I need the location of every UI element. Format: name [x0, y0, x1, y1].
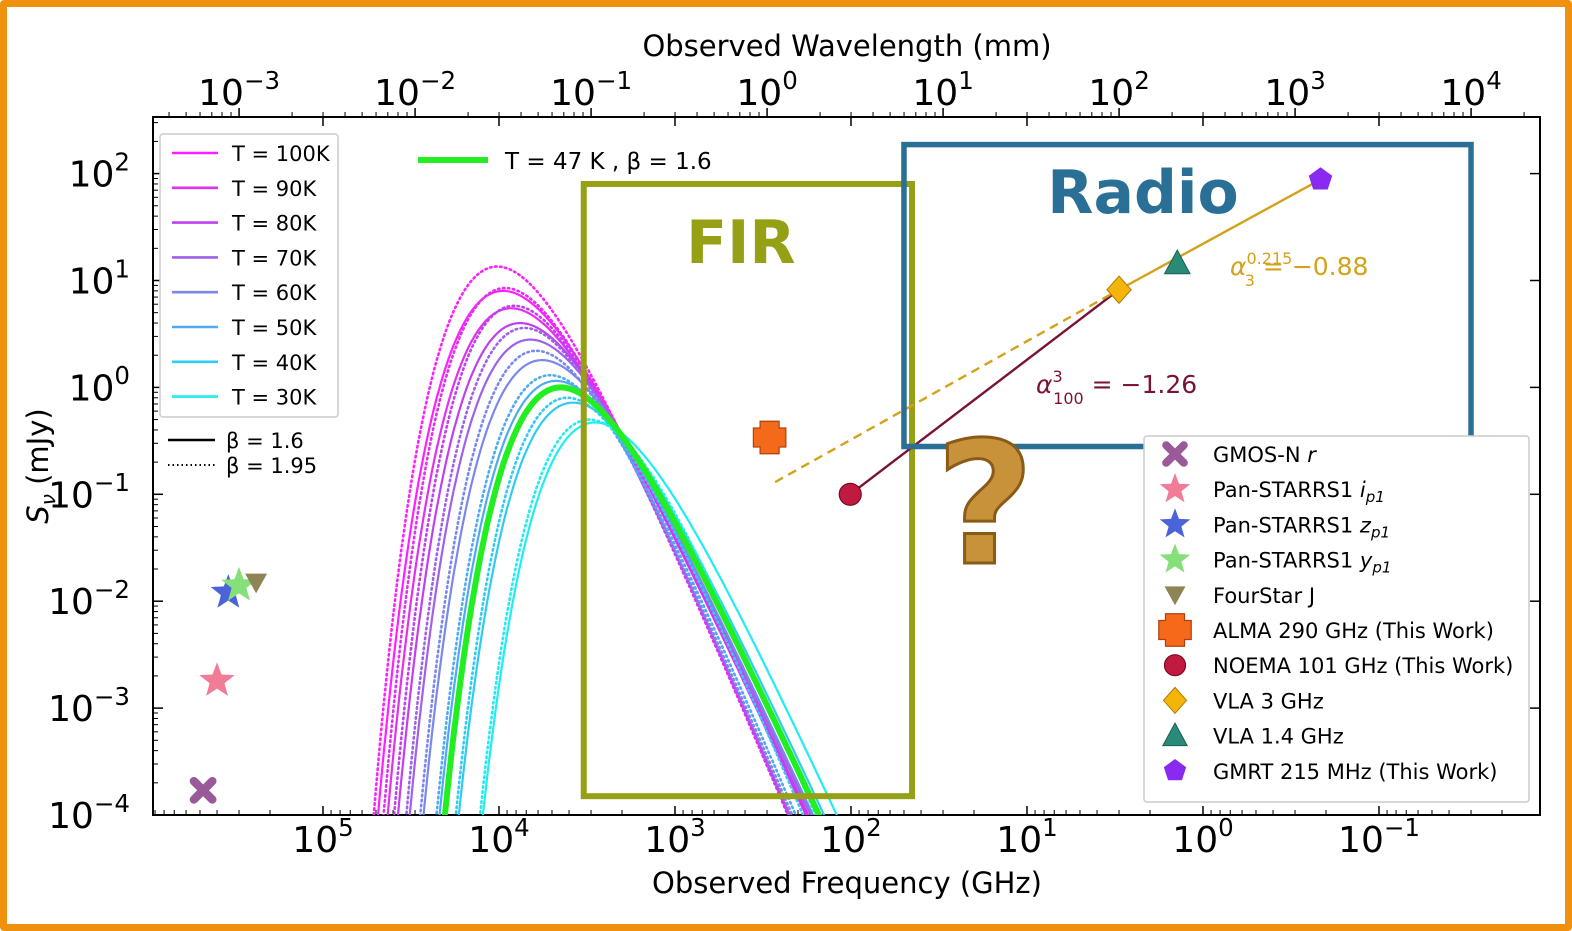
legend-entry-9: GMRT 215 MHz (This Work): [1213, 760, 1497, 784]
powerlaw-line-0: [849, 288, 1120, 496]
y-tick-label: 10−2: [48, 575, 130, 623]
curve-dotted-80k: [392, 304, 791, 815]
curve-dotted-90k: [382, 286, 790, 815]
legend-marker-1: [1159, 473, 1191, 503]
point-noema-101-ghz-this-work--6: [838, 482, 862, 506]
powerlaw-line-1: [1118, 178, 1322, 291]
point-gmos-n-0: [189, 776, 217, 804]
curve-solid-30k: [481, 421, 838, 815]
point-vla-1-4-ghz-8: [1163, 248, 1191, 275]
point-gmrt-215-mhz-this-work--9: [1308, 167, 1333, 190]
point-vla-3-ghz-7: [1106, 275, 1132, 305]
photometry-legend-box: [1143, 435, 1530, 803]
legend-label-50k: T = 50K: [231, 316, 317, 340]
y-tick-label: 10−1: [48, 468, 130, 516]
model-curves: [372, 265, 838, 815]
photometry-points: [189, 167, 1333, 804]
top-tick-label: 10−1: [550, 66, 632, 114]
alpha-label-vla-gmrt: α0.215 3 = −0.88: [1230, 249, 1368, 290]
legend-label-60k: T = 60K: [231, 281, 317, 305]
temperature-legend: T = 100K T = 90K T = 80K T = 70K T = 60K T = …: [159, 133, 339, 478]
legend-label-70k: T = 70K: [231, 246, 317, 270]
photometry-legend: GMOS-N r Pan-STARRS1 ip1 Pan-STARRS1 zp1 Pa…: [1143, 435, 1530, 803]
radio-label: Radio: [1047, 158, 1238, 228]
top-tick-label: 104: [1440, 66, 1501, 114]
legend-marker-9: [1163, 759, 1187, 781]
curve-solid-90k: [386, 307, 808, 815]
point-pan-starrs1-ip1-1: [199, 662, 235, 696]
legend-entry-1: Pan-STARRS1 ip1: [1213, 478, 1385, 506]
top-tick-label: 10−2: [374, 66, 456, 114]
x-tick-label: 105: [292, 813, 353, 861]
fir-box: [580, 180, 916, 800]
legend-marker-3: [1159, 543, 1191, 573]
x-tick-label: 102: [820, 813, 881, 861]
y-tick-label: 10−4: [48, 789, 130, 837]
curve-dotted-50k: [435, 373, 798, 815]
x-tick-label: 103: [644, 813, 705, 861]
top-axis-title: Observed Wavelength (mm): [642, 29, 1051, 63]
top-tick-label: 103: [1264, 66, 1325, 114]
legend-label-30k: T = 30K: [231, 386, 317, 410]
alpha-label-noema-vla: α3 100 = −1.26: [1036, 367, 1197, 408]
legend-marker-0: [1162, 441, 1188, 467]
legend-entry-4: FourStar J: [1213, 584, 1315, 608]
x-axis-title: Observed Frequency (GHz): [652, 866, 1042, 900]
curve-dotted-40k: [454, 396, 805, 815]
x-tick-label: 101: [996, 813, 1057, 861]
y-tick-label: 102: [69, 147, 130, 195]
legend-entry-3: Pan-STARRS1 yp1: [1213, 549, 1391, 577]
legend-marker-7: [1162, 686, 1188, 715]
y-tick-label: 100: [69, 361, 130, 409]
legend-entry-5: ALMA 290 GHz (This Work): [1213, 619, 1494, 643]
point-fourstar-j-4: [245, 573, 268, 594]
legend-entry-8: VLA 1.4 GHz: [1213, 725, 1344, 749]
y-axis-title: Sν (mJy): [21, 408, 60, 523]
x-tick-label: 10−1: [1338, 813, 1420, 861]
point-alma-290-ghz-this-work--5: [752, 420, 787, 455]
curve-best-fit: [441, 384, 823, 815]
legend-marker-4: [1164, 586, 1186, 606]
legend-label-80k: T = 80K: [231, 212, 317, 236]
top-tick-label: 102: [1088, 66, 1149, 114]
temperature-legend-box: [159, 133, 339, 418]
legend-entry-6: NOEMA 101 GHz (This Work): [1213, 654, 1513, 678]
legend-entry-7: VLA 3 GHz: [1213, 689, 1324, 713]
legend-marker-6: [1163, 654, 1187, 677]
legend-label-90k: T = 90K: [231, 177, 317, 201]
legend-entry-2: Pan-STARRS1 zp1: [1213, 513, 1390, 541]
top-tick-label: 10−3: [198, 66, 280, 114]
legend-label-100k: T = 100K: [231, 142, 331, 166]
legend-marker-2: [1159, 508, 1191, 538]
curve-solid-100k: [376, 289, 808, 815]
x-tick-label: 100: [1172, 813, 1233, 861]
beta-legend-label-0: β = 1.6: [226, 429, 304, 453]
powerlaw-line-2: [774, 288, 1120, 484]
legend-marker-8: [1161, 721, 1189, 747]
top-tick-label: 100: [736, 66, 797, 114]
x-tick-label: 104: [468, 813, 529, 861]
legend-entry-0: GMOS-N r: [1213, 443, 1317, 467]
point-pan-starrs1-yp1-3: [221, 567, 257, 601]
top-tick-label: 101: [912, 66, 973, 114]
y-tick-label: 101: [69, 254, 130, 302]
fir-label: FIR: [686, 208, 796, 278]
best-fit-legend-label: T = 47 K , β = 1.6: [504, 149, 712, 175]
axes: 105 104 103 102 101 100 10−1 10−3 10−2 10−1 100 101…: [21, 29, 1541, 900]
legend-marker-5: [1158, 613, 1192, 647]
question-mark: ?: [936, 406, 1035, 604]
point-pan-starrs1-zp1-2: [210, 574, 246, 608]
beta-legend-label-1: β = 1.95: [226, 454, 317, 478]
legend-label-40k: T = 40K: [231, 351, 317, 375]
plot-frame: [152, 116, 1541, 816]
y-tick-label: 10−3: [48, 682, 130, 730]
